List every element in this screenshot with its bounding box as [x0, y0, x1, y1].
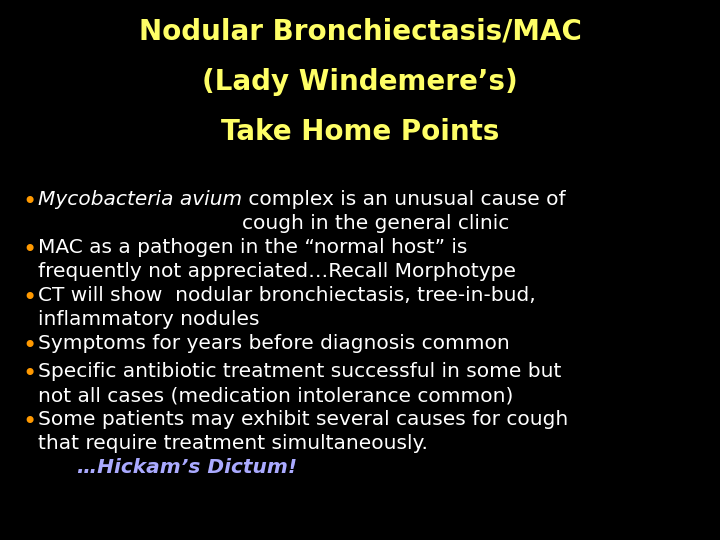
Text: •: • — [22, 334, 36, 358]
Text: •: • — [22, 410, 36, 434]
Text: CT will show  nodular bronchiectasis, tree-in-bud,
inflammatory nodules: CT will show nodular bronchiectasis, tre… — [38, 286, 536, 329]
Text: (Lady Windemere’s): (Lady Windemere’s) — [202, 68, 518, 96]
Text: •: • — [22, 238, 36, 262]
Text: MAC as a pathogen in the “normal host” is
frequently not appreciated…Recall Morp: MAC as a pathogen in the “normal host” i… — [38, 238, 516, 281]
Text: Symptoms for years before diagnosis common: Symptoms for years before diagnosis comm… — [38, 334, 510, 353]
Text: complex is an unusual cause of
cough in the general clinic: complex is an unusual cause of cough in … — [242, 190, 566, 233]
Text: Nodular Bronchiectasis/MAC: Nodular Bronchiectasis/MAC — [138, 18, 582, 46]
Text: •: • — [22, 190, 36, 214]
Text: Specific antibiotic treatment successful in some but
not all cases (medication i: Specific antibiotic treatment successful… — [38, 362, 562, 405]
Text: …Hickam’s Dictum!: …Hickam’s Dictum! — [56, 458, 297, 477]
Text: Mycobacteria avium: Mycobacteria avium — [38, 190, 242, 209]
Text: •: • — [22, 286, 36, 310]
Text: Some patients may exhibit several causes for cough
that require treatment simult: Some patients may exhibit several causes… — [38, 410, 568, 453]
Text: Take Home Points: Take Home Points — [221, 118, 499, 146]
Text: •: • — [22, 362, 36, 386]
